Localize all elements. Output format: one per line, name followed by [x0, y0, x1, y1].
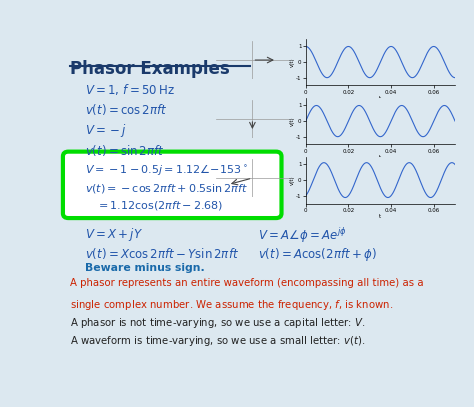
Text: $V = -j$: $V = -j$ [85, 123, 127, 140]
Text: Phasor Examples: Phasor Examples [70, 60, 230, 78]
Text: $V = 1,\, f = 50\,\mathrm{Hz}$: $V = 1,\, f = 50\,\mathrm{Hz}$ [85, 82, 175, 97]
Text: $v(t) = A\cos(2\pi ft + \phi)$: $v(t) = A\cos(2\pi ft + \phi)$ [258, 246, 376, 263]
Y-axis label: v(t): v(t) [290, 57, 295, 67]
Text: single complex number. We assume the frequency, $f$, is known.: single complex number. We assume the fre… [70, 298, 393, 312]
Text: $V = A\angle\phi = Ae^{j\phi}$: $V = A\angle\phi = Ae^{j\phi}$ [258, 226, 346, 245]
X-axis label: t: t [379, 214, 382, 219]
Text: Beware minus sign.: Beware minus sign. [85, 263, 205, 273]
Text: A phasor is not time-varying, so we use a capital letter: $V$.: A phasor is not time-varying, so we use … [70, 316, 365, 330]
Text: $v(t) = -\cos 2\pi ft + 0.5\sin 2\pi ft$: $v(t) = -\cos 2\pi ft + 0.5\sin 2\pi ft$ [85, 182, 248, 195]
Text: $V = X + jY$: $V = X + jY$ [85, 226, 143, 243]
Text: A phasor represents an entire waveform (encompassing all time) as a: A phasor represents an entire waveform (… [70, 278, 424, 288]
Text: $= 1.12\cos(2\pi ft - 2.68)$: $= 1.12\cos(2\pi ft - 2.68)$ [96, 199, 223, 212]
Text: $v(t) = \cos 2\pi ft$: $v(t) = \cos 2\pi ft$ [85, 102, 167, 117]
Text: $V = -1 - 0.5j = 1.12\angle{-153^\circ}$: $V = -1 - 0.5j = 1.12\angle{-153^\circ}$ [85, 162, 247, 177]
Text: A waveform is time-varying, so we use a small letter: $v(t)$.: A waveform is time-varying, so we use a … [70, 334, 365, 348]
Text: $v(t) = X\cos 2\pi ft - Y\sin 2\pi ft$: $v(t) = X\cos 2\pi ft - Y\sin 2\pi ft$ [85, 246, 239, 261]
Y-axis label: v(t): v(t) [290, 175, 295, 185]
Text: $v(t) = \sin 2\pi ft$: $v(t) = \sin 2\pi ft$ [85, 143, 164, 158]
Y-axis label: v(t): v(t) [290, 116, 295, 126]
X-axis label: t: t [379, 155, 382, 160]
FancyBboxPatch shape [63, 152, 282, 218]
X-axis label: t: t [379, 96, 382, 101]
